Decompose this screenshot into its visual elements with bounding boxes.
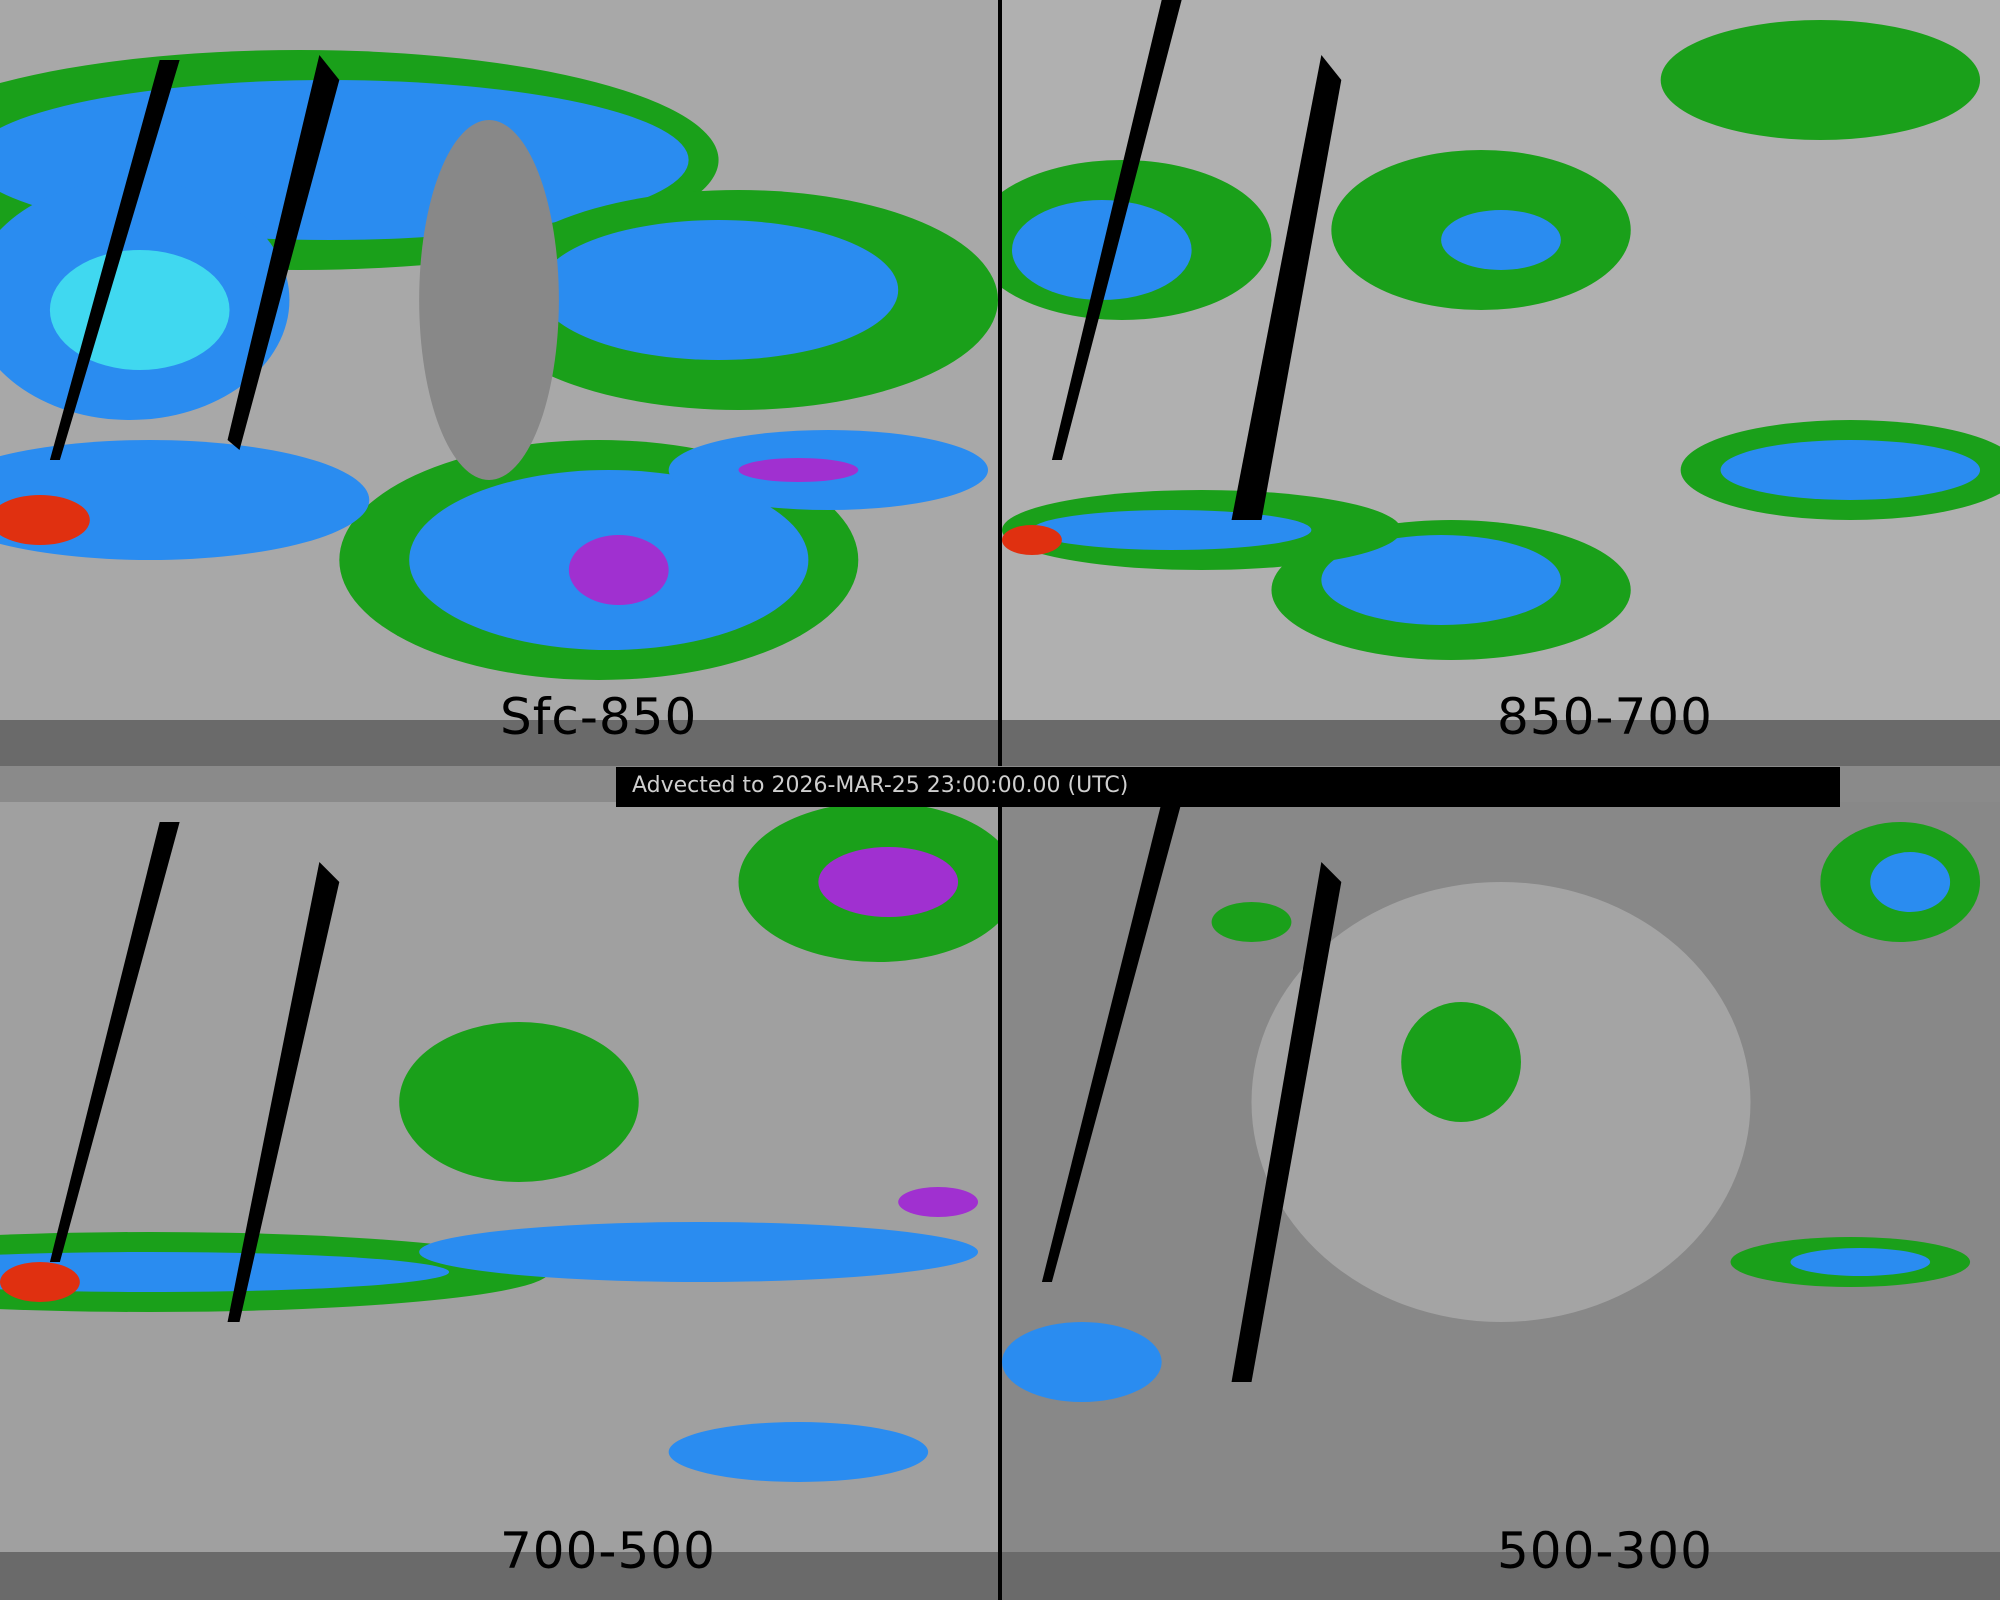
panel-500-300: 500-300 <box>1002 802 2000 1600</box>
layer-label: 700-500 <box>500 1522 716 1580</box>
moisture-map <box>1002 0 2000 766</box>
timestamp-bar: Advected to 2026-MAR-25 23:00:00.00 (UTC… <box>616 767 1840 807</box>
layer-label: Sfc-850 <box>500 688 698 746</box>
panel-sfc-850: Sfc-850 <box>0 0 998 766</box>
layer-label: 850-700 <box>1497 688 1713 746</box>
moisture-map <box>1002 802 2000 1600</box>
panel-850-700: 850-700 <box>1002 0 2000 766</box>
panel-700-500: 700-500 <box>0 802 998 1600</box>
moisture-map <box>0 802 998 1600</box>
moisture-map <box>0 0 998 766</box>
layer-label: 500-300 <box>1497 1522 1713 1580</box>
timestamp-text: Advected to 2026-MAR-25 23:00:00.00 (UTC… <box>632 773 1129 798</box>
